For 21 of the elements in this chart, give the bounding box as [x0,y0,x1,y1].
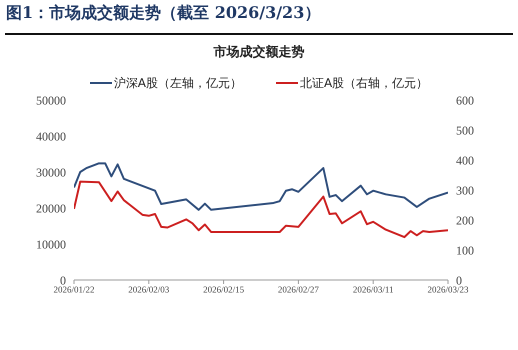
y2-tick-label: 600 [456,93,474,108]
x-tick-label: 2026/02/03 [128,284,170,294]
y2-tick-label: 300 [456,183,474,198]
y2-tick-label: 400 [456,153,474,168]
y2-tick-label: 200 [456,213,474,228]
x-tick-label: 2026/02/15 [203,284,245,294]
y2-tick-label: 100 [456,243,474,258]
legend-label: 北证A股（右轴，亿元） [300,74,428,92]
legend-label: 沪深A股（左轴，亿元） [114,74,242,92]
y-tick-label: 30000 [36,165,66,180]
chart-subtitle: 市场成交额走势 [212,44,306,61]
x-tick-label: 2026/02/27 [278,284,320,294]
chart-title: 图1：市场成交额走势（截至 2026/3/23） [6,3,320,24]
y-tick-label: 10000 [36,237,66,252]
y-tick-label: 50000 [36,93,66,108]
y-tick-label: 40000 [36,129,66,144]
line-series [74,180,448,238]
y2-tick-label: 500 [456,123,474,138]
x-tick-label: 2026/03/11 [352,284,394,294]
line-series [74,162,448,211]
y-tick-label: 20000 [36,201,66,216]
